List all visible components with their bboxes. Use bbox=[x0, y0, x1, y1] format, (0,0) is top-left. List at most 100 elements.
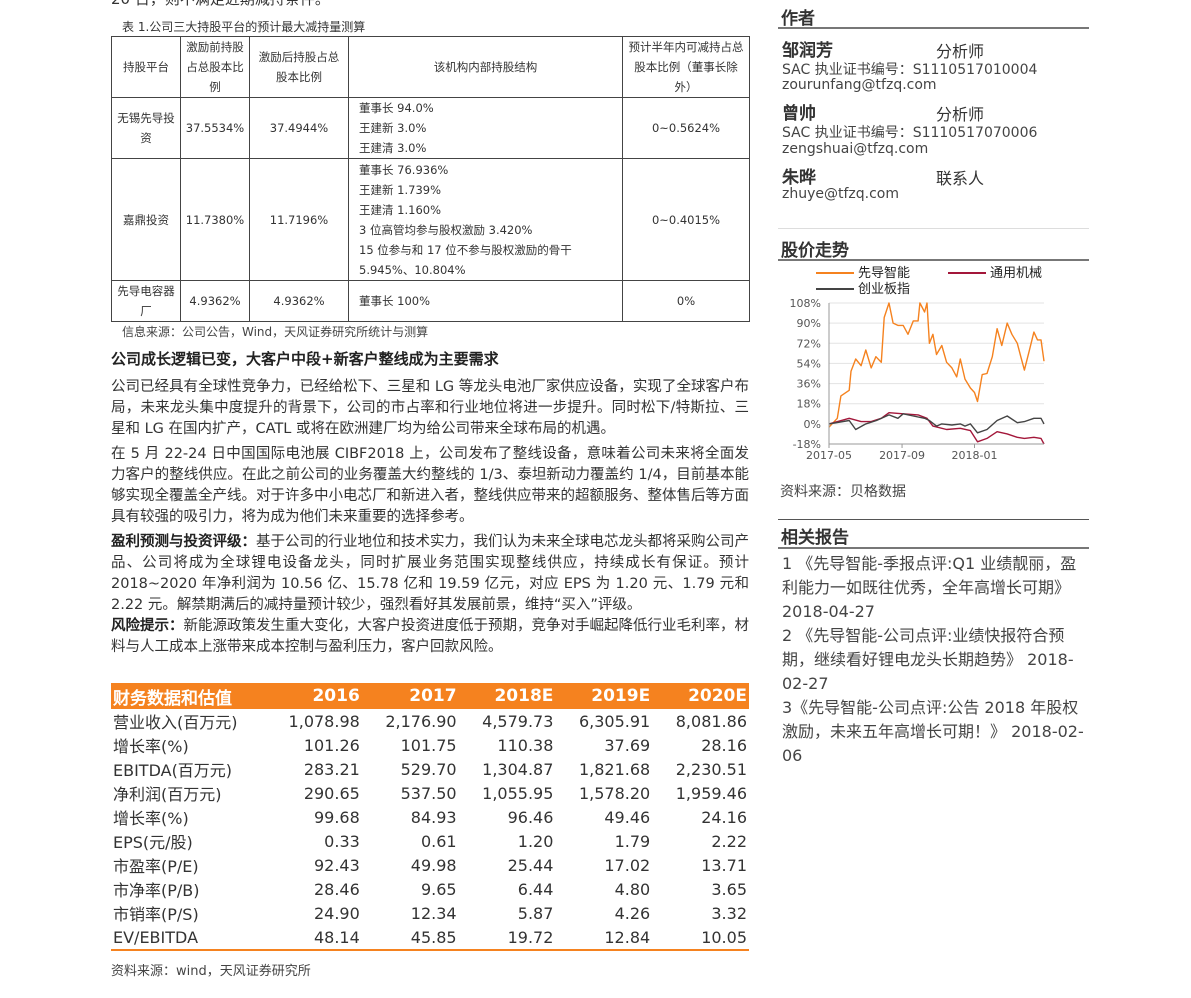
author-email[interactable]: zhuye@tfzq.com bbox=[782, 186, 899, 202]
report-title[interactable]: 1 《先导智能-季报点评:Q1 业绩靓丽，盈利能力一如既往优秀，全年高增长可期》 bbox=[782, 554, 1077, 597]
divider bbox=[778, 259, 1089, 261]
value-cell: 4,579.73 bbox=[482, 711, 554, 731]
report-title[interactable]: 3《先导智能-公司点评:公告 2018 年股权激励，未来五年高增长可期！》 bbox=[782, 698, 1079, 741]
row-label: EV/EBITDA bbox=[111, 925, 265, 951]
table1-caption: 表 1.公司三大持股平台的预计最大减持量测算 bbox=[122, 20, 366, 34]
before-cell: 4.9362% bbox=[180, 280, 250, 322]
financial-row: 市销率(P/S) 24.90 12.34 5.87 4.26 3.32 bbox=[111, 901, 749, 925]
value-cell: 6.44 bbox=[517, 879, 554, 899]
platform-cell: 先导电容器厂 bbox=[111, 280, 181, 322]
value-cell: 1,078.98 bbox=[288, 711, 360, 731]
financial-row: EV/EBITDA 48.14 45.85 19.72 12.84 10.05 bbox=[111, 925, 749, 951]
author-name: 邹润芳 bbox=[782, 41, 833, 61]
report-item[interactable]: 2 《先导智能-公司点评:业绩快报符合预期，继续看好锂电龙头长期趋势》 2018… bbox=[782, 624, 1090, 696]
author-role: 分析师 bbox=[936, 105, 985, 124]
author-name: 朱晔 bbox=[782, 168, 816, 188]
financial-title: 财务数据和估值 bbox=[111, 683, 265, 709]
structure-line: 董事长 94.0% bbox=[359, 101, 434, 115]
series-line-2 bbox=[828, 412, 1045, 445]
author-cert: SAC 执业证书编号：S1110517010004 bbox=[782, 62, 1038, 78]
value-cell: 2,230.51 bbox=[675, 759, 747, 779]
header-cell: 持股平台 bbox=[111, 36, 181, 98]
value-cell: 19.72 bbox=[458, 925, 556, 951]
financial-row: EBITDA(百万元) 283.21 529.70 1,304.87 1,821.68 2… bbox=[111, 757, 749, 781]
financial-header-row: 财务数据和估值 2016 2017 2018E 2019E 2020E bbox=[111, 683, 749, 709]
y-tick-label: -18% bbox=[793, 438, 821, 451]
row-label: 增长率(%) bbox=[113, 809, 189, 828]
reducible-cell: 0~0.4015% bbox=[622, 158, 750, 281]
financial-row: 市盈率(P/E) 92.43 49.98 25.44 17.02 13.71 bbox=[111, 853, 749, 877]
stock-chart-heading: 股价走势 bbox=[781, 241, 849, 261]
report-item[interactable]: 1 《先导智能-季报点评:Q1 业绩靓丽，盈利能力一如既往优秀，全年高增长可期》… bbox=[782, 552, 1090, 624]
divider bbox=[778, 547, 1089, 549]
x-tick-label: 2017-09 bbox=[879, 449, 925, 462]
authors-heading: 作者 bbox=[781, 9, 815, 29]
reducible-cell: 0% bbox=[622, 280, 750, 322]
after-cell: 11.7196% bbox=[249, 158, 349, 281]
structure-line: 王建新 1.739% bbox=[359, 182, 442, 197]
financial-row: 营业收入(百万元) 1,078.98 2,176.90 4,579.73 6,305.9… bbox=[111, 709, 749, 733]
y-tick-label: 108% bbox=[790, 297, 821, 310]
risk-paragraph: 风险提示：新能源政策发生重大变化，大客户投资进度低于预期，竞争对手崛起降低行业毛… bbox=[111, 616, 749, 658]
value-cell: 1,304.87 bbox=[482, 759, 554, 779]
row-label: 市净率(P/B) bbox=[113, 881, 200, 900]
value-cell: 8,081.86 bbox=[675, 711, 747, 731]
author-email[interactable]: zengshuai@tfzq.com bbox=[782, 141, 929, 157]
forecast-text: 基于公司的行业地位和技术实力，我们认为未来全球电芯龙头都将采购公司产品、公司将成… bbox=[111, 534, 749, 613]
structure-cell: 董事长 100% bbox=[348, 280, 623, 322]
value-cell: 0.33 bbox=[324, 831, 360, 851]
report-item[interactable]: 3《先导智能-公司点评:公告 2018 年股权激励，未来五年高增长可期！》 20… bbox=[782, 696, 1090, 768]
structure-line: 王建清 3.0% bbox=[359, 141, 427, 155]
divider bbox=[778, 228, 1089, 229]
paragraph: 公司已经具有全球性竞争力，已经给松下、三星和 LG 等龙头电池厂家供应设备，实现… bbox=[111, 379, 749, 437]
row-label: EPS(元/股) bbox=[113, 833, 193, 852]
value-cell: 3.65 bbox=[711, 879, 747, 899]
value-cell: 5.87 bbox=[517, 903, 554, 923]
y-tick-label: 36% bbox=[797, 378, 821, 391]
table-row: 嘉鼎投资 11.7380% 11.7196% 董事长 76.936% 王建新 1… bbox=[111, 158, 750, 281]
report-title[interactable]: 2 《先导智能-公司点评:业绩快报符合预期，继续看好锂电龙头长期趋势》 bbox=[782, 626, 1065, 669]
author-email[interactable]: zourunfang@tfzq.com bbox=[782, 77, 937, 93]
value-cell: 101.75 bbox=[400, 735, 457, 755]
before-cell: 11.7380% bbox=[180, 158, 250, 281]
value-cell: 101.26 bbox=[303, 735, 360, 755]
author-cert: SAC 执业证书编号：S1110517070006 bbox=[782, 125, 1038, 141]
row-label: 市盈率(P/E) bbox=[113, 857, 199, 876]
financial-row: 增长率(%) 101.26 101.75 110.38 37.69 28.16 bbox=[111, 733, 749, 757]
row-label: 营业收入(百万元) bbox=[113, 713, 238, 732]
header-cell: 激励前持股占总股本比例 bbox=[180, 36, 250, 98]
structure-cell: 董事长 94.0% 王建新 3.0% 王建清 3.0% bbox=[348, 97, 623, 159]
value-cell: 28.16 bbox=[701, 735, 747, 755]
structure-line: 5.945%、10.804% bbox=[359, 262, 466, 277]
value-cell: 99.68 bbox=[313, 807, 360, 827]
row-label: EBITDA(百万元) bbox=[113, 761, 233, 780]
section-heading: 公司成长逻辑已变，大客户中段+新客户整线成为主要需求 bbox=[111, 350, 499, 368]
value-cell: 1,821.68 bbox=[578, 759, 651, 779]
after-cell: 4.9362% bbox=[249, 280, 349, 322]
value-cell: 2,176.90 bbox=[385, 711, 457, 731]
paragraph: 在 5 月 22-24 日中国国际电池展 CIBF2018 上，公司发布了整线设… bbox=[111, 446, 749, 525]
value-cell: 17.02 bbox=[604, 855, 651, 875]
value-cell: 13.71 bbox=[701, 855, 747, 875]
value-cell: 45.85 bbox=[361, 925, 459, 951]
value-cell: 1,959.46 bbox=[675, 783, 747, 803]
value-cell: 24.90 bbox=[313, 903, 360, 923]
related-reports-heading: 相关报告 bbox=[781, 528, 849, 548]
value-cell: 10.05 bbox=[652, 925, 749, 951]
value-cell: 49.46 bbox=[604, 807, 651, 827]
series-line-3 bbox=[828, 413, 1045, 434]
y-tick-label: 72% bbox=[797, 337, 821, 350]
year-header: 2019E bbox=[555, 683, 653, 709]
year-header: 2020E bbox=[652, 683, 749, 709]
header-cell: 该机构内部持股结构 bbox=[348, 36, 623, 98]
value-cell: 4.80 bbox=[614, 879, 651, 899]
risk-label: 风险提示： bbox=[111, 618, 184, 634]
value-cell: 0.61 bbox=[420, 831, 457, 851]
value-cell: 48.14 bbox=[265, 925, 362, 951]
series-line-1 bbox=[828, 302, 1045, 428]
value-cell: 3.32 bbox=[711, 903, 747, 923]
author-name: 曾帅 bbox=[782, 104, 816, 124]
value-cell: 4.26 bbox=[614, 903, 651, 923]
structure-line: 董事长 76.936% bbox=[359, 162, 449, 177]
year-header: 2017 bbox=[361, 683, 459, 709]
